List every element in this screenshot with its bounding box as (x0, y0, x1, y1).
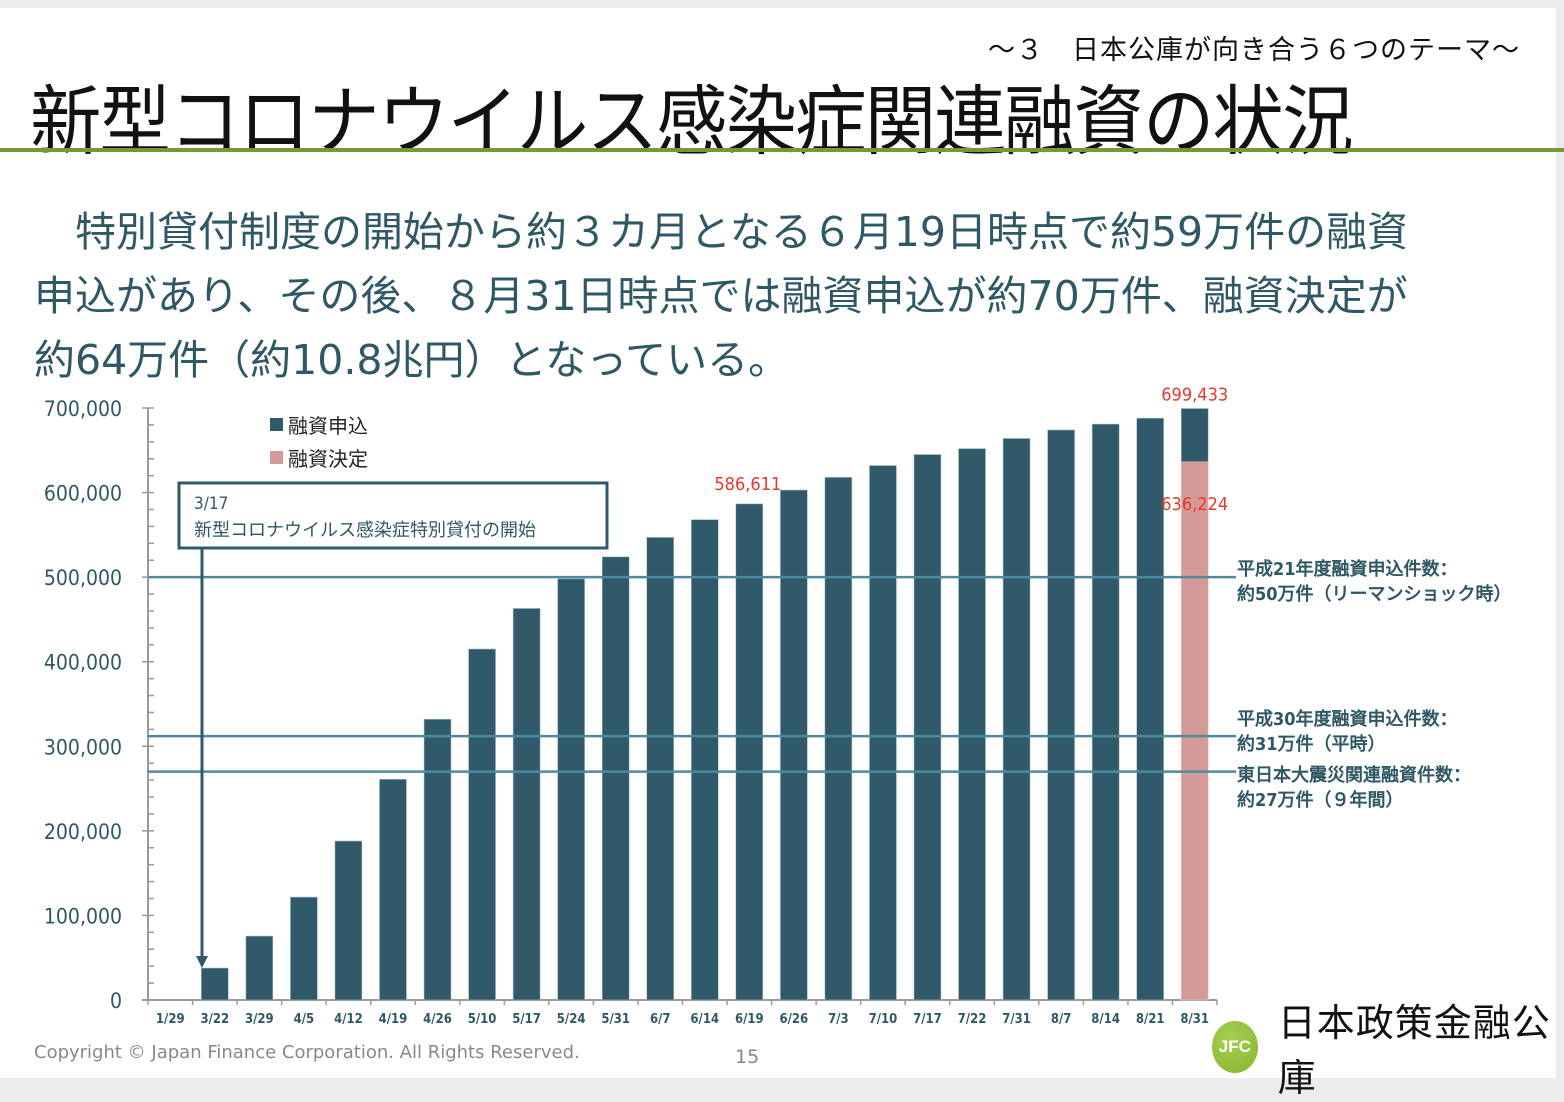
reference-label-value: 約27万件（９年間） (1237, 789, 1404, 811)
bar-applications (1136, 417, 1164, 1001)
x-tick-label: 7/10 (869, 1012, 898, 1027)
y-tick-label: 500,000 (44, 566, 122, 590)
legend-swatch-applications (270, 418, 283, 431)
x-tick-label: 4/5 (294, 1012, 315, 1027)
reference-label-title: 平成21年度融資申込件数： (1237, 558, 1458, 580)
bar-applications (201, 967, 229, 1001)
jfc-logo-mark-icon: JFC (1212, 1021, 1258, 1073)
x-tick-label: 7/17 (913, 1012, 942, 1027)
bar-applications (646, 537, 675, 1001)
legend-label-decisions: 融資決定 (288, 447, 368, 471)
x-tick-label: 8/7 (1051, 1012, 1072, 1027)
x-tick-label: 8/31 (1180, 1012, 1209, 1027)
title-divider (0, 148, 1564, 152)
x-tick-label: 6/19 (735, 1012, 764, 1027)
x-tick-label: 6/14 (690, 1012, 719, 1027)
bar-applications (557, 578, 585, 1001)
y-tick-label: 600,000 (44, 482, 122, 506)
copyright-text: Copyright © Japan Finance Corporation. A… (34, 1042, 580, 1063)
x-tick-label: 7/22 (958, 1012, 987, 1027)
lead-line: 特別貸付制度の開始から約３カ月となる６月19日時点で約59万件の融資 (34, 208, 1409, 256)
bar-applications (423, 718, 452, 1001)
jfc-logo: JFC 日本政策金融公庫 (1212, 1001, 1552, 1100)
x-tick-label: 6/26 (780, 1012, 809, 1027)
data-label: 636,224 (1161, 494, 1228, 515)
lead-line: 申込があり、その後、８月31日時点では融資申込が約70万件、融資決定が (34, 272, 1408, 320)
x-tick-label: 4/12 (334, 1012, 363, 1027)
lead-line: 約64万件（約10.8兆円）となっている。 (34, 336, 790, 384)
x-tick-label: 5/17 (512, 1012, 541, 1027)
page-number: 15 (735, 1046, 760, 1068)
reference-label-value: 約31万件（平時） (1237, 733, 1386, 755)
data-label: 699,433 (1161, 384, 1228, 405)
x-tick-label: 1/29 (156, 1012, 185, 1027)
bar-applications (869, 465, 897, 1001)
bar-applications (601, 556, 630, 1001)
reference-label-title: 平成30年度融資申込件数： (1237, 708, 1458, 730)
legend-label-applications: 融資申込 (288, 414, 368, 438)
bar-applications (690, 519, 719, 1001)
x-tick-label: 7/3 (828, 1012, 849, 1027)
y-tick-label: 300,000 (44, 735, 122, 759)
x-tick-label: 3/29 (245, 1012, 274, 1027)
bar-applications (290, 896, 318, 1001)
x-tick-label: 4/19 (379, 1012, 408, 1027)
lead-paragraph: 特別貸付制度の開始から約３カ月となる６月19日時点で約59万件の融資 申込があり… (34, 200, 1534, 392)
annotation-text: 新型コロナウイルス感染症特別貸付の開始 (194, 520, 536, 541)
reference-label-value: 約50万件（リーマンショック時） (1237, 583, 1512, 605)
x-tick-label: 3/22 (200, 1012, 229, 1027)
bar-applications (735, 503, 764, 1001)
slide-subtitle: ～３ 日本公庫が向き合う６つのテーマ～ (988, 35, 1520, 66)
data-label: 586,611 (714, 474, 781, 495)
x-tick-label: 6/7 (650, 1012, 671, 1027)
bar-applications (1091, 423, 1120, 1001)
y-tick-label: 200,000 (44, 820, 122, 844)
bar-applications (913, 454, 942, 1001)
bar-applications (1002, 438, 1031, 1001)
bar-applications (958, 448, 986, 1001)
x-tick-label: 4/26 (423, 1012, 452, 1027)
jfc-logo-text: 日本政策金融公庫 (1277, 1001, 1551, 1100)
reference-label-title: 東日本大震災関連融資件数： (1237, 764, 1471, 786)
y-tick-label: 100,000 (44, 904, 122, 928)
bar-applications (379, 778, 407, 1001)
y-tick-label: 700,000 (44, 397, 122, 421)
annotation-box (177, 481, 609, 550)
x-tick-label: 7/31 (1002, 1012, 1031, 1027)
bar-applications (468, 648, 496, 1001)
annotation-date: 3/17 (194, 494, 228, 514)
bar-applications (1047, 429, 1075, 1001)
bar-applications (334, 840, 363, 1001)
x-tick-label: 5/31 (601, 1012, 630, 1027)
bar-applications (245, 935, 274, 1001)
bar-applications (824, 477, 853, 1001)
bar-decisions (1180, 461, 1209, 1001)
x-tick-label: 5/10 (468, 1012, 497, 1027)
bar-applications (512, 608, 541, 1001)
bar-applications (780, 489, 808, 1001)
x-tick-label: 5/24 (557, 1012, 586, 1027)
x-tick-label: 8/14 (1091, 1012, 1120, 1027)
annotation-arrowhead-icon (196, 956, 208, 968)
legend-swatch-decisions (270, 451, 283, 464)
y-tick-label: 400,000 (44, 651, 122, 675)
y-tick-label: 0 (110, 989, 122, 1013)
x-tick-label: 8/21 (1136, 1012, 1165, 1027)
